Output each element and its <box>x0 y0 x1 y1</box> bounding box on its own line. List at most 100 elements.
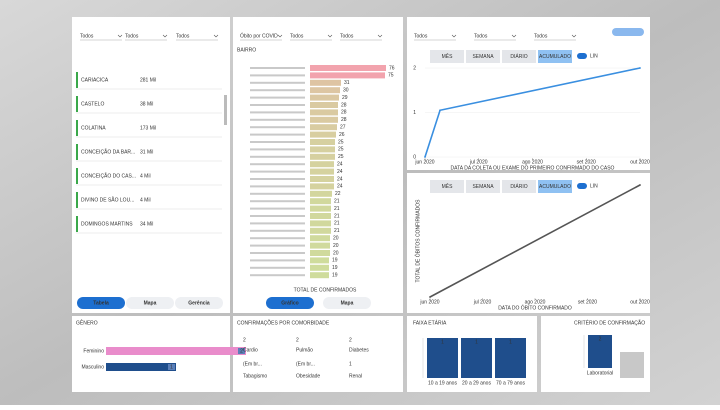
label-placeholder <box>250 266 305 269</box>
bar <box>310 161 334 168</box>
label-placeholder <box>250 259 305 262</box>
row-accent <box>76 120 78 136</box>
bar-value-label: 2 <box>240 348 243 354</box>
tab-button[interactable] <box>77 297 125 309</box>
label-placeholder <box>250 89 305 92</box>
label-placeholder <box>250 148 305 151</box>
municipio-name: COLATINA <box>81 125 106 131</box>
municipio-value: 4 Mil <box>140 173 151 179</box>
dropdown-arrow[interactable] <box>377 34 383 38</box>
bar-value-label: 20 <box>333 236 339 242</box>
bar-value-label: 1 <box>170 364 173 370</box>
label-placeholder <box>250 133 305 136</box>
x-tick-label: set 2020 <box>578 299 597 305</box>
bar <box>310 190 332 197</box>
dropdown-arrow[interactable] <box>117 34 123 38</box>
x-tick-label: 10 a 19 anos <box>428 380 457 386</box>
dropdown-arrow[interactable] <box>277 34 283 38</box>
panel <box>407 173 650 313</box>
x-tick-label: jun 2020 <box>419 299 439 305</box>
tab-label: DIÁRIO <box>510 183 527 190</box>
kpi-value: 2 <box>296 337 299 343</box>
tab[interactable] <box>466 50 500 63</box>
label-placeholder <box>250 178 305 180</box>
x-tick-label: out 2020 <box>630 299 650 305</box>
row-accent <box>76 168 78 184</box>
municipio-name: CONCEIÇÃO DA BAR... <box>81 148 135 155</box>
tab[interactable] <box>502 180 536 193</box>
toggle[interactable] <box>577 183 587 189</box>
filter-value: Todos <box>340 33 354 39</box>
bar <box>588 335 612 368</box>
y-tick-label: 2 <box>413 65 416 71</box>
bar-value-label: 1 <box>475 339 478 345</box>
scroll-button[interactable] <box>620 352 644 378</box>
bar <box>310 213 331 219</box>
dropdown-arrow[interactable] <box>571 34 577 38</box>
y-tick-label: 0 <box>413 154 416 160</box>
line <box>429 184 641 298</box>
info-button[interactable] <box>612 28 644 36</box>
bar-value-label: 24 <box>337 184 343 190</box>
tab-label: ACUMULADO <box>539 54 571 60</box>
label-placeholder <box>250 170 305 173</box>
scrollbar <box>224 95 227 125</box>
bar-value-label: 25 <box>338 147 344 153</box>
tab[interactable] <box>466 180 500 193</box>
dropdown-arrow[interactable] <box>213 34 219 38</box>
dropdown-arrow[interactable] <box>511 34 517 38</box>
municipio-name: DOMINGOS MARTINS <box>81 221 133 227</box>
chart-title: FAIXA ETÁRIA <box>413 319 447 326</box>
bar-value-label: 26 <box>339 132 345 138</box>
label-placeholder <box>250 185 305 188</box>
bar <box>310 94 339 101</box>
x-tick-label: set 2020 <box>577 159 596 165</box>
filter-value: Todos <box>474 33 488 39</box>
toggle[interactable] <box>577 53 587 59</box>
tab-label: ACUMULADO <box>539 184 571 190</box>
tab-button[interactable] <box>323 297 371 309</box>
chart-title: CRITÉRIO DE CONFIRMAÇÃO <box>574 319 645 326</box>
bar-value-label: 29 <box>342 95 348 101</box>
y-tick-label: 1 <box>413 110 416 116</box>
x-tick-label: jun 2020 <box>414 159 434 165</box>
bar <box>310 124 337 131</box>
tab[interactable] <box>502 50 536 63</box>
bar <box>310 227 331 234</box>
tab-button-label: Mapa <box>144 300 157 306</box>
tab-button[interactable] <box>175 297 223 309</box>
tab[interactable] <box>430 180 464 193</box>
tab-button-label: Tabela <box>93 300 109 306</box>
label-placeholder <box>250 215 305 217</box>
tab-label: SEMANA <box>472 54 494 60</box>
bar-value-label: 20 <box>333 243 339 249</box>
label-placeholder <box>250 74 305 77</box>
dropdown-arrow[interactable] <box>451 34 457 38</box>
bar <box>310 79 341 86</box>
tab[interactable] <box>538 180 572 193</box>
bar-value-label: 21 <box>334 206 340 212</box>
label-placeholder <box>250 200 305 203</box>
x-axis-title: DATA DA COLETA OU EXAME DO PRIMEIRO CONF… <box>451 165 615 171</box>
bar <box>106 347 246 355</box>
dropdown-arrow[interactable] <box>327 34 333 38</box>
bar-value-label: 75 <box>388 73 394 79</box>
dropdown-arrow[interactable] <box>162 34 168 38</box>
label-placeholder <box>250 104 305 106</box>
label-placeholder <box>250 155 305 158</box>
panel <box>72 17 230 313</box>
bar <box>310 139 335 145</box>
bar-value-label: 28 <box>341 117 347 123</box>
kpi-value: 2 <box>349 337 352 343</box>
tab-button[interactable] <box>266 297 314 309</box>
municipio-value: 34 Mil <box>140 221 153 227</box>
tab-button[interactable] <box>126 297 174 309</box>
tab[interactable] <box>538 50 572 63</box>
municipio-name: CASTELO <box>81 101 104 107</box>
tab[interactable] <box>430 50 464 63</box>
value-badge <box>238 348 245 354</box>
label-placeholder <box>250 222 305 225</box>
x-tick-label: Laboratorial <box>587 370 613 376</box>
bar-value-label: 21 <box>334 221 340 227</box>
